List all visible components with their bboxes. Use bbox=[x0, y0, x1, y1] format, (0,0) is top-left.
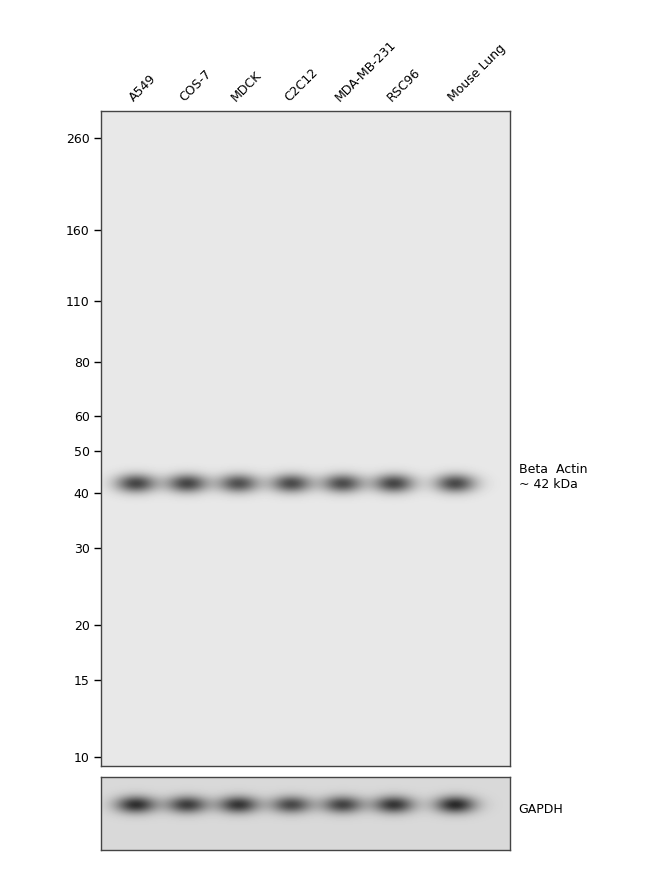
Text: COS-7: COS-7 bbox=[177, 67, 214, 104]
Text: A549: A549 bbox=[126, 72, 159, 104]
Text: MDCK: MDCK bbox=[229, 68, 265, 104]
Text: GAPDH: GAPDH bbox=[519, 804, 564, 816]
Text: Beta  Actin
~ 42 kDa: Beta Actin ~ 42 kDa bbox=[519, 463, 587, 491]
Text: RSC96: RSC96 bbox=[384, 66, 422, 104]
Text: C2C12: C2C12 bbox=[282, 66, 320, 104]
Text: MDA-MB-231: MDA-MB-231 bbox=[333, 38, 399, 104]
Text: Mouse Lung: Mouse Lung bbox=[446, 42, 508, 104]
